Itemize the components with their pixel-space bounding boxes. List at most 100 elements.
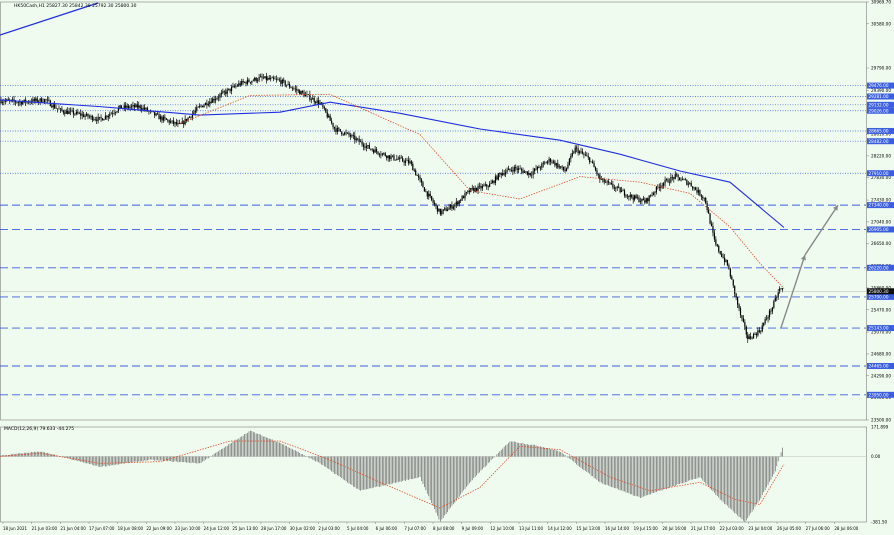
candle-body xyxy=(578,151,581,154)
candle-body xyxy=(600,179,602,180)
candle-body xyxy=(625,195,627,197)
candle-body xyxy=(702,196,704,199)
candle-body xyxy=(32,99,34,103)
candle-body xyxy=(528,172,530,175)
macd-signal-line xyxy=(0,440,785,509)
candle-body xyxy=(741,315,743,319)
candle-body xyxy=(381,153,383,155)
candle-body xyxy=(75,111,77,114)
candle-body xyxy=(615,187,617,189)
time-axis-label: 25 Jun 13:00 xyxy=(232,526,258,531)
candle-body xyxy=(188,116,191,118)
candle-body xyxy=(232,85,234,88)
candle-body xyxy=(458,200,460,205)
candle-body xyxy=(571,152,573,156)
candle-body xyxy=(400,157,402,159)
candle-body xyxy=(706,203,708,211)
candle-body xyxy=(449,205,452,208)
candle-body xyxy=(745,326,747,335)
candle-body xyxy=(94,119,96,121)
candle-body xyxy=(486,184,488,187)
candle-body xyxy=(454,204,456,207)
candle-body xyxy=(739,308,742,316)
candle-body xyxy=(420,179,423,183)
candle-body xyxy=(362,144,365,147)
candle-body xyxy=(577,148,579,154)
candle-body xyxy=(668,182,671,183)
candle-body xyxy=(452,206,454,209)
time-axis-label: 5 Jul 04:00 xyxy=(347,526,369,531)
candle-body xyxy=(516,168,518,170)
candle-body xyxy=(780,288,782,290)
candle-body xyxy=(539,167,541,169)
candle-body xyxy=(120,105,122,109)
candle-body xyxy=(174,122,176,124)
candle-body xyxy=(722,256,724,258)
candle-body xyxy=(62,110,64,113)
candle-body xyxy=(573,152,575,154)
candle-body xyxy=(358,138,360,142)
candle-body xyxy=(418,175,420,178)
candle-body xyxy=(332,122,334,128)
level-tag xyxy=(867,107,894,114)
candle-body xyxy=(474,187,476,192)
candle-body xyxy=(191,114,193,118)
candle-body xyxy=(390,156,392,159)
candle-body xyxy=(432,199,434,203)
candle-body xyxy=(680,180,682,181)
candle-body xyxy=(217,97,220,99)
candle-body xyxy=(181,121,183,124)
candle-body xyxy=(252,80,254,82)
candle-body xyxy=(629,194,631,197)
candle-body xyxy=(413,170,415,171)
candle-body xyxy=(183,121,185,125)
candle-body xyxy=(220,93,222,95)
candle-body xyxy=(551,162,553,163)
candle-body xyxy=(519,168,521,170)
candle-body xyxy=(271,77,273,79)
candle-body xyxy=(322,103,324,108)
fast-moving-average-line xyxy=(179,93,785,289)
candle-body xyxy=(96,119,98,121)
candle-body xyxy=(12,99,14,100)
candle-body xyxy=(158,114,160,120)
candle-body xyxy=(200,105,202,107)
symbol-header: HK50Cash,H1 25827.30 25842.30 25792.30 2… xyxy=(14,3,137,9)
candle-body xyxy=(172,120,175,124)
candle-body xyxy=(726,260,729,266)
candle-body xyxy=(708,210,710,214)
candle-body xyxy=(709,213,711,224)
candle-body xyxy=(239,83,241,85)
candle-body xyxy=(525,171,527,173)
candle-body xyxy=(56,108,59,110)
candle-body xyxy=(199,105,201,107)
candle-body xyxy=(509,168,511,170)
candle-body xyxy=(431,196,433,200)
candle-body xyxy=(549,158,552,163)
candle-body xyxy=(518,168,520,170)
candle-body xyxy=(494,176,497,183)
candle-body xyxy=(90,115,92,117)
level-tag xyxy=(867,93,894,100)
candle-body xyxy=(297,90,299,91)
candle-body xyxy=(261,76,263,78)
candle-body xyxy=(768,310,771,318)
candle-body xyxy=(215,99,217,101)
candle-body xyxy=(197,106,199,108)
candle-body xyxy=(375,149,378,152)
candle-body xyxy=(299,90,301,95)
candle-body xyxy=(471,188,473,189)
macd-label: MACD(12,26,9) 79.633 -44.275 xyxy=(4,426,74,432)
candle-body xyxy=(168,120,170,123)
candle-body xyxy=(190,116,192,118)
candle-body xyxy=(506,170,508,173)
candle-body xyxy=(328,115,330,118)
time-axis-label: 7 Jul 07:00 xyxy=(404,526,426,531)
candle-body xyxy=(317,100,320,105)
candle-body xyxy=(565,168,568,172)
candle-body xyxy=(315,101,317,103)
price-axis-label: 24680.00 xyxy=(871,351,891,356)
candle-body xyxy=(159,116,162,120)
candle-body xyxy=(280,80,282,84)
